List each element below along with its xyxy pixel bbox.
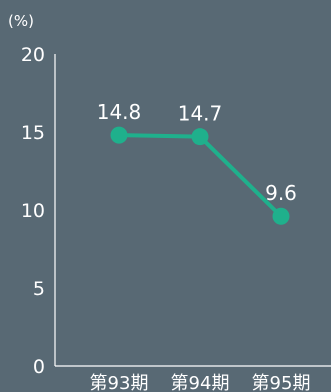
data-point — [272, 207, 290, 225]
x-category-label: 第93期 — [90, 373, 149, 392]
x-category-label: 第94期 — [171, 373, 230, 392]
y-tick-label: 15 — [21, 122, 45, 144]
y-tick-label: 10 — [21, 200, 45, 222]
data-label: 14.8 — [97, 100, 142, 124]
data-point — [191, 128, 209, 146]
y-tick-label: 5 — [33, 278, 45, 300]
series-line — [118, 133, 283, 218]
x-category-label: 第95期 — [252, 373, 311, 392]
data-label: 9.6 — [265, 181, 297, 205]
data-point — [110, 126, 128, 144]
y-tick-label: 20 — [21, 44, 45, 66]
y-axis-unit: (%) — [8, 12, 34, 30]
y-tick-label: 0 — [33, 356, 45, 378]
data-label: 14.7 — [178, 102, 223, 126]
